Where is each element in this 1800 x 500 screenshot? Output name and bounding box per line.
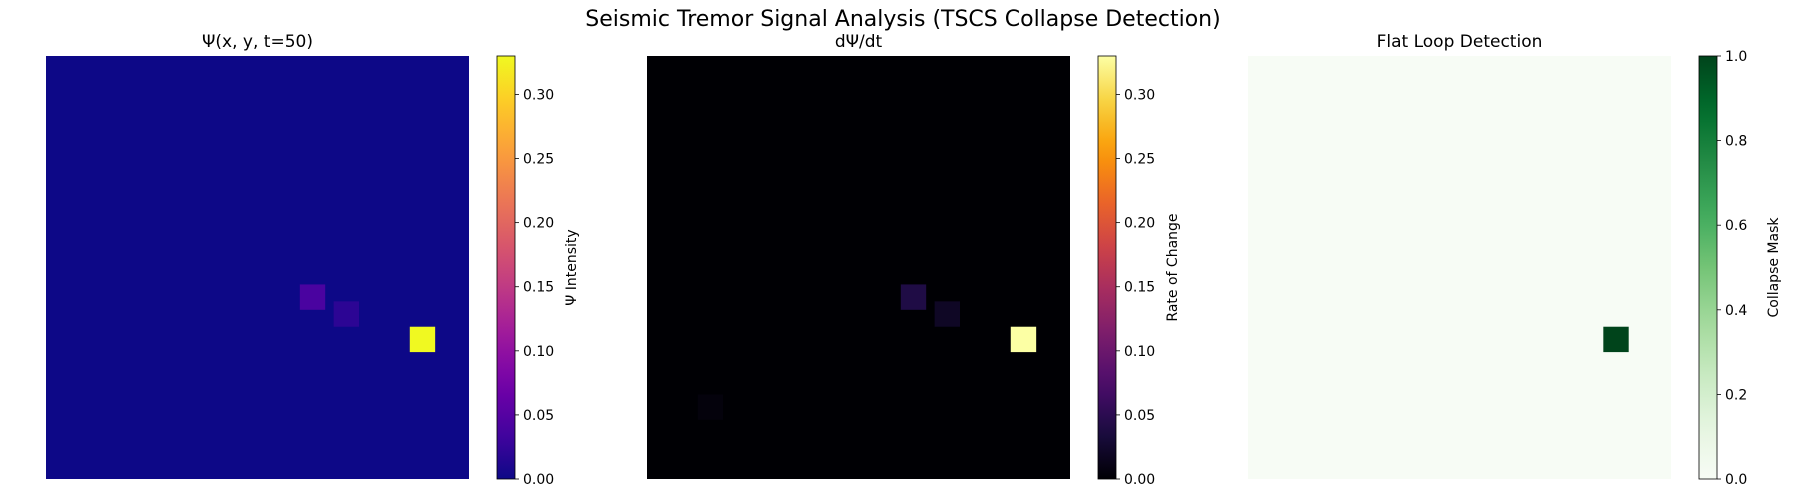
- colorbar-tick-label: 0.15: [1124, 280, 1155, 296]
- heatmap-hotspot: [900, 284, 927, 310]
- colorbar: [1698, 55, 1718, 480]
- colorbar-label: Ψ Intensity: [564, 229, 580, 305]
- colorbar-tick-label: 0.15: [523, 280, 554, 296]
- colorbar-tick-label: 1.0: [1725, 49, 1747, 65]
- heatmap-background: [1248, 56, 1671, 479]
- colorbar: [1097, 55, 1117, 480]
- colorbar-tick-label: 0.2: [1725, 387, 1747, 403]
- heatmap-hotspot: [333, 301, 360, 327]
- panel-2: dΨ/dt 0.00 0.05 0.10 0.15 0.20 0.25 0.30 Rate of…: [647, 32, 1181, 488]
- panel-1: Ψ(x, y, t=50) 0.00 0.05 0.10 0.15 0.20 0.25 0.3…: [46, 32, 580, 488]
- colorbar-tick-label: 0.00: [1124, 472, 1155, 488]
- colorbar-label: Rate of Change: [1165, 213, 1181, 321]
- colorbar-tick-label: 0.30: [523, 87, 554, 103]
- colorbar-tick-label: 0.05: [1124, 408, 1155, 424]
- heatmap-hotspot: [299, 284, 326, 310]
- heatmap-hotspot: [934, 301, 961, 327]
- colorbar-tick-label: 0.10: [523, 344, 554, 360]
- heatmap-background: [46, 56, 469, 479]
- colorbar-tick-label: 0.25: [523, 152, 554, 168]
- colorbar-tick-label: 0.25: [1124, 152, 1155, 168]
- colorbar-tick-label: 0.8: [1725, 134, 1747, 150]
- colorbar: [496, 55, 516, 480]
- panel-title: Flat Loop Detection: [1377, 32, 1543, 52]
- colorbar-tick-label: 0.20: [523, 216, 554, 232]
- panel-title: dΨ/dt: [835, 32, 883, 52]
- panel-3: Flat Loop Detection 0.0 0.2 0.4 0.6 0.8 1.0 Col…: [1248, 32, 1782, 488]
- colorbar-tick-label: 0.20: [1124, 216, 1155, 232]
- colorbar-tick-label: 0.6: [1725, 218, 1747, 234]
- colorbar-tick-label: 0.0: [1725, 472, 1747, 488]
- heatmap-hotspot: [697, 394, 724, 420]
- colorbar-tick-label: 0.4: [1725, 303, 1747, 319]
- heatmap-hotspot: [1603, 326, 1629, 353]
- colorbar-tick-label: 0.30: [1124, 87, 1155, 103]
- panel-title: Ψ(x, y, t=50): [202, 32, 313, 52]
- heatmap-panels: Ψ(x, y, t=50) 0.00 0.05 0.10 0.15 0.20 0.25 0.3…: [46, 32, 1782, 488]
- figure-suptitle: Seismic Tremor Signal Analysis (TSCS Col…: [585, 7, 1220, 32]
- colorbar-tick-label: 0.05: [523, 408, 554, 424]
- colorbar-tick-label: 0.10: [1124, 344, 1155, 360]
- colorbar-tick-label: 0.00: [523, 472, 554, 488]
- heatmap-hotspot: [1010, 326, 1037, 353]
- colorbar-label: Collapse Mask: [1766, 217, 1782, 318]
- heatmap-hotspot: [409, 326, 436, 353]
